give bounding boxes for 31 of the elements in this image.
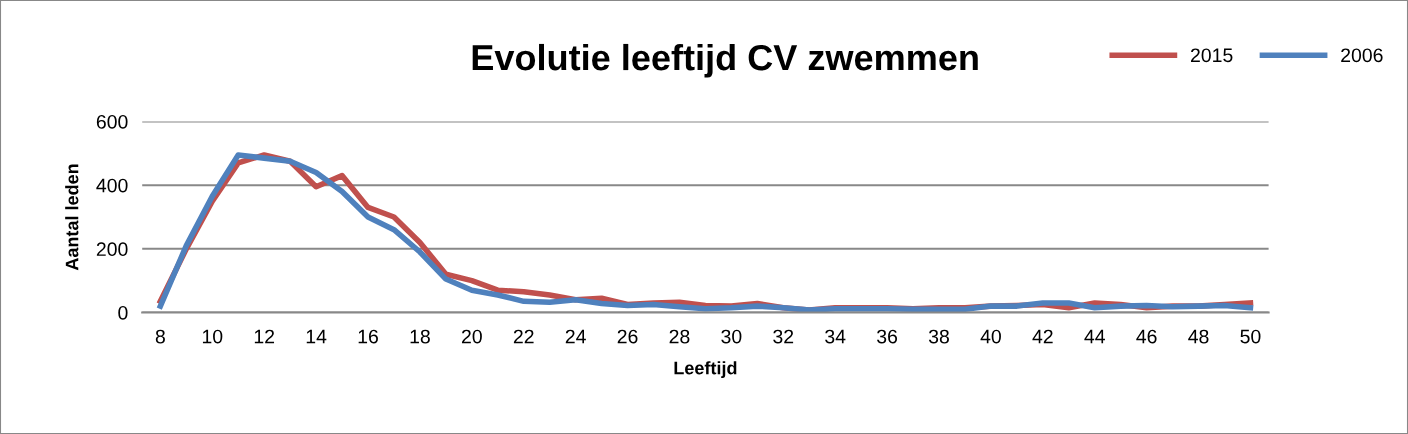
x-tick-label: 28 [669,329,690,344]
legend-label: 2015 [1190,48,1233,63]
x-tick-label: 50 [1240,329,1261,344]
x-tick-label: 46 [1136,329,1157,344]
x-tick-label: 26 [617,329,638,344]
x-tick-label: 16 [358,329,378,344]
y-tick-label: 200 [96,242,128,257]
x-tick-label: 20 [461,329,482,344]
x-tick-label: 14 [306,329,327,344]
x-tick-label: 8 [155,329,165,344]
x-tick-label: 10 [202,329,223,344]
x-tick-label: 22 [513,329,534,344]
x-axis-title: Leeftijd [674,361,737,378]
x-tick-label: 18 [410,329,430,344]
x-tick-label: 30 [721,329,742,344]
x-tick-label: 40 [980,329,1001,344]
y-tick-label: 0 [118,305,128,320]
legend-label: 2006 [1341,48,1383,63]
x-tick-label: 42 [1032,329,1053,344]
x-tick-label: 38 [928,329,949,344]
y-tick-label: 600 [96,114,128,129]
x-tick-label: 48 [1188,329,1209,344]
x-tick-label: 32 [773,329,794,344]
y-tick-label: 400 [96,178,128,193]
x-tick-label: 34 [825,329,846,344]
x-tick-label: 12 [254,329,275,344]
x-tick-label: 36 [877,329,898,344]
x-tick-label: 44 [1084,329,1105,344]
x-tick-label: 24 [565,329,586,344]
y-axis-title: Aantal leden [65,164,79,271]
chart-title: Evolutie leeftijd CV zwemmen [472,43,978,78]
